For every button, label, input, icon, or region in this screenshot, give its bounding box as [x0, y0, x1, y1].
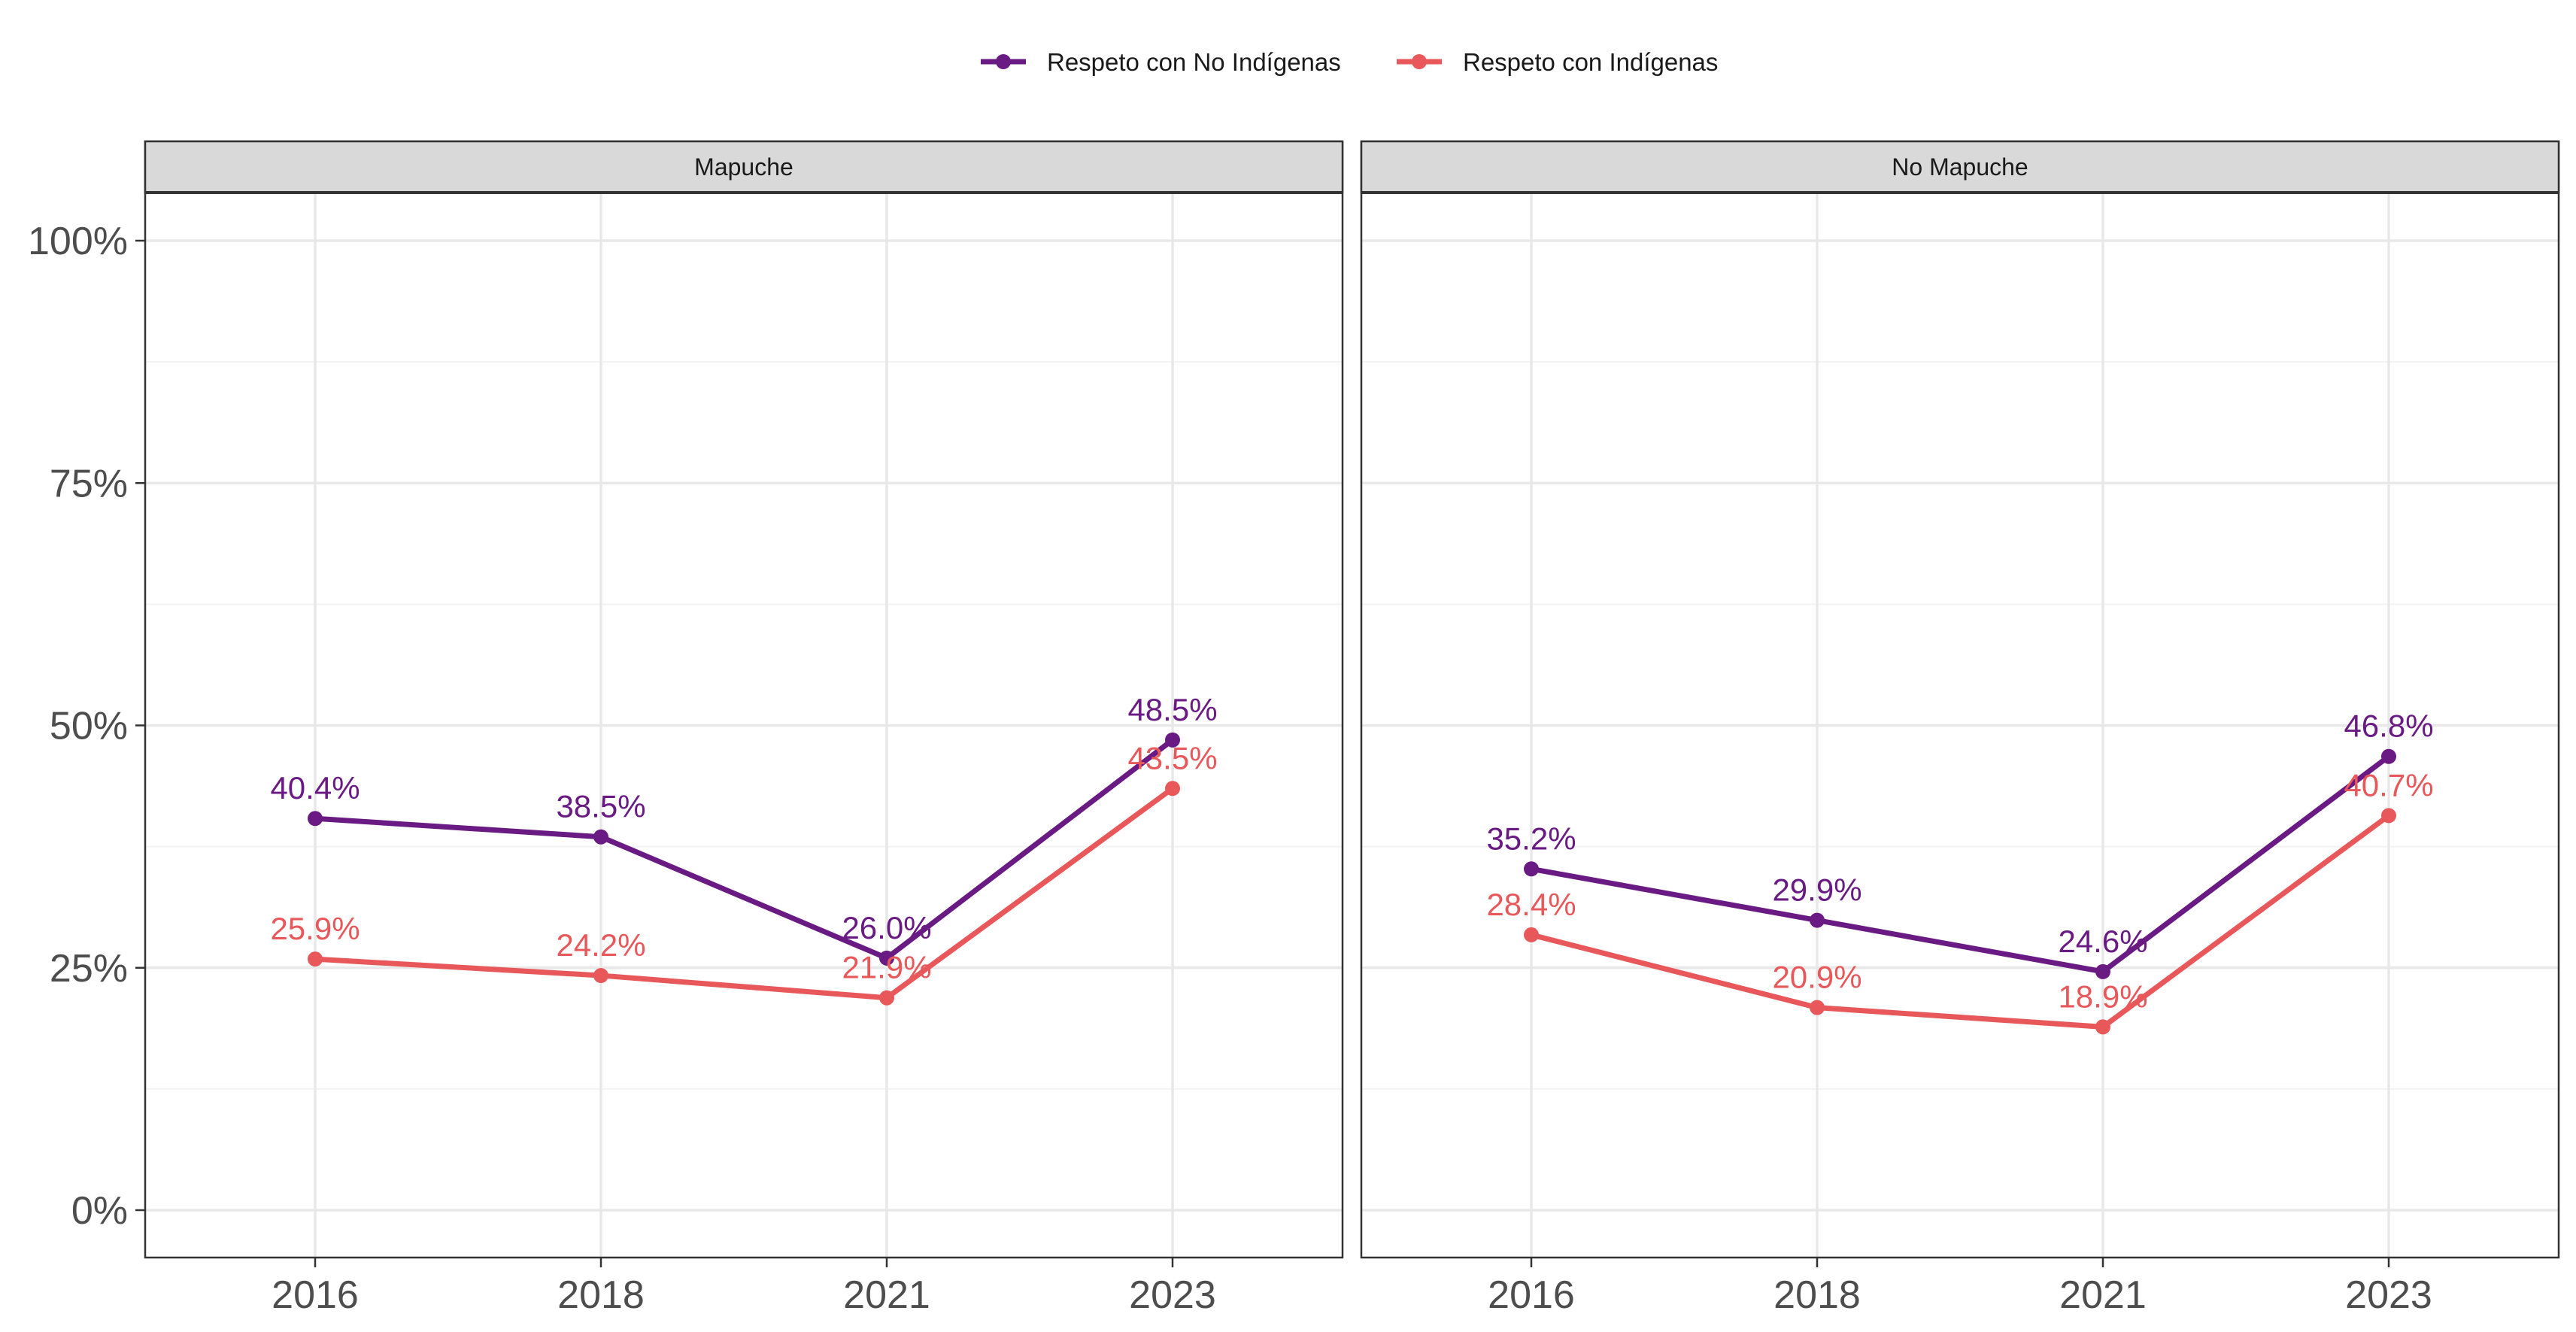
- x-tick-label: 2016: [1488, 1273, 1575, 1317]
- data-label: 26.0%: [842, 910, 931, 945]
- data-label: 46.8%: [2344, 708, 2433, 744]
- data-label: 29.9%: [1772, 872, 1861, 908]
- x-tick-label: 2018: [557, 1273, 645, 1317]
- data-label: 24.2%: [556, 927, 645, 963]
- legend-key-point: [996, 54, 1011, 69]
- data-point: [1165, 781, 1180, 796]
- data-label: 40.4%: [270, 770, 360, 806]
- panel-strip-title: Mapuche: [694, 153, 793, 181]
- data-label: 25.9%: [270, 911, 360, 946]
- panel-no-mapuche: 35.2% 29.9% 24.6% 46.8% 28.4% 20.9% 18.9% 40.7%…: [1360, 140, 2560, 1317]
- x-tick-label: 2021: [2059, 1273, 2147, 1317]
- data-point: [2095, 963, 2110, 979]
- data-point: [2095, 1019, 2110, 1035]
- data-point: [1524, 861, 1539, 877]
- legend-label: Respeto con No Indígenas: [1047, 48, 1341, 76]
- data-point: [1810, 912, 1825, 928]
- panel-mapuche: 40.4% 38.5% 26.0% 48.5% 25.9% 24.2% 21.9% 43.5%…: [144, 140, 1344, 1317]
- panel-strip-title: No Mapuche: [1892, 153, 2028, 181]
- x-tick-label: 2018: [1773, 1273, 1861, 1317]
- data-point: [308, 951, 323, 967]
- data-point: [879, 990, 894, 1006]
- x-tick-label: 2023: [2345, 1273, 2432, 1317]
- legend-key-point: [1412, 54, 1427, 69]
- data-point: [593, 968, 608, 984]
- y-tick-label: 75%: [50, 462, 128, 505]
- data-label: 24.6%: [2058, 924, 2147, 959]
- legend-item-respeto-con-indigenas: Respeto con Indígenas: [1397, 48, 1718, 76]
- x-tick-label: 2023: [1129, 1273, 1216, 1317]
- series-line-respeto-con-no-indigenas: [1528, 754, 2392, 975]
- data-label: 21.9%: [842, 950, 931, 985]
- y-tick-label: 50%: [50, 705, 128, 748]
- chart-panels: 40.4% 38.5% 26.0% 48.5% 25.9% 24.2% 21.9% 43.5%…: [144, 140, 2560, 1317]
- series-line-respeto-con-indigenas: [1528, 812, 2392, 1030]
- data-point: [1810, 1000, 1825, 1015]
- data-point: [308, 811, 323, 827]
- x-tick-label: 2016: [272, 1273, 359, 1317]
- data-point: [2381, 748, 2396, 764]
- data-label: 43.5%: [1127, 740, 1217, 775]
- y-tick-label: 0%: [71, 1189, 128, 1233]
- data-point: [1165, 732, 1180, 748]
- data-label: 18.9%: [2058, 979, 2147, 1014]
- legend: Respeto con No Indígenas Respeto con Indí…: [981, 48, 1718, 76]
- data-label: 40.7%: [2344, 767, 2433, 803]
- legend-label: Respeto con Indígenas: [1463, 48, 1718, 76]
- series-line-respeto-con-no-indigenas: [312, 737, 1176, 961]
- y-axis: 0% 25% 50% 75% 100%: [28, 220, 145, 1233]
- data-label: 38.5%: [556, 789, 645, 824]
- series-line-respeto-con-indigenas: [312, 785, 1176, 1001]
- x-tick-label: 2021: [843, 1273, 930, 1317]
- data-point: [2381, 808, 2396, 824]
- data-label: 48.5%: [1127, 692, 1217, 727]
- y-tick-label: 25%: [50, 947, 128, 991]
- data-point: [1524, 927, 1539, 942]
- legend-item-respeto-con-no-indigenas: Respeto con No Indígenas: [981, 48, 1341, 76]
- data-label: 20.9%: [1772, 960, 1861, 995]
- data-point: [879, 950, 894, 966]
- y-tick-label: 100%: [28, 220, 128, 263]
- data-label: 35.2%: [1486, 821, 1576, 856]
- data-label: 28.4%: [1486, 887, 1576, 922]
- data-point: [593, 829, 608, 845]
